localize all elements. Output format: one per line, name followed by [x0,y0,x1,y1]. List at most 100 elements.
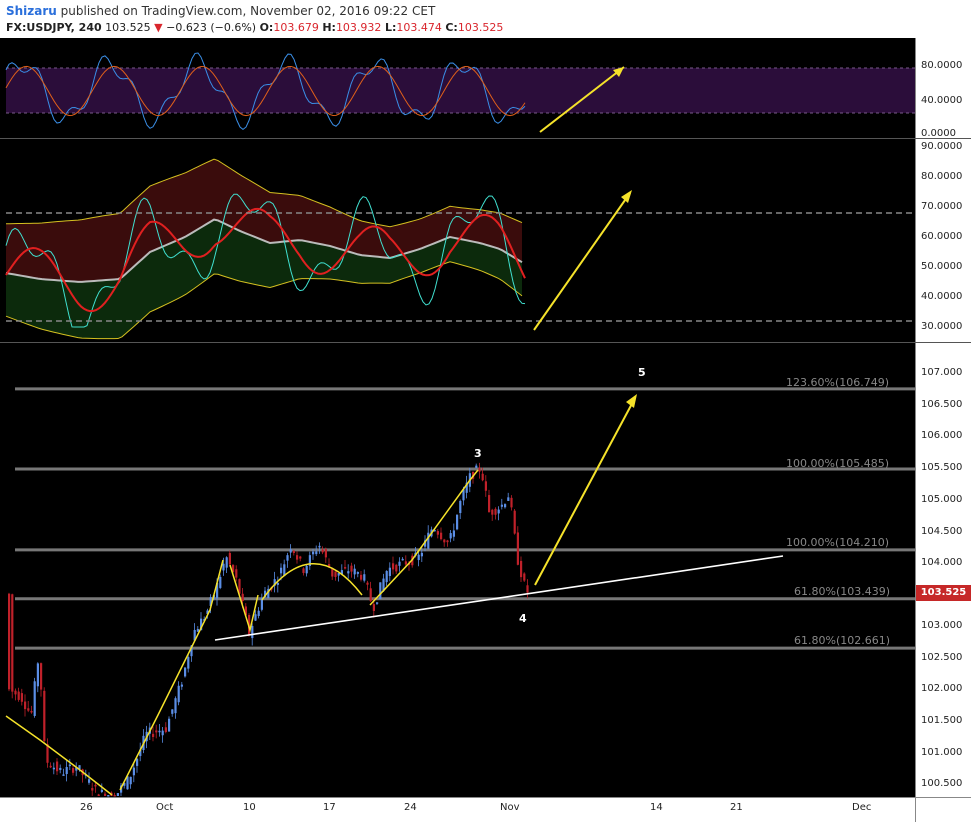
candle-body [526,585,529,593]
candle-body [129,776,132,785]
candle-body [420,552,423,557]
candle-body [465,482,468,493]
axis-tick: 102.000 [921,683,963,694]
osc-price-axis[interactable]: 90.0000 80.0000 70.0000 60.0000 50.0000 … [915,139,971,342]
candle-body [257,610,260,616]
candle-body [516,532,519,565]
fib-label-100-upper: 100.00%(105.485) [786,457,890,470]
candle-body [187,657,190,669]
candle-body [251,625,254,639]
candle-body [168,718,171,732]
candle-body [209,597,212,606]
pane-divider[interactable] [0,138,971,139]
candle-body [126,776,129,790]
osc-slow-line [5,207,526,313]
time-tick: 24 [404,802,417,813]
candle-body [36,663,39,687]
axis-corner [915,797,971,822]
candle-body [356,572,359,574]
time-tick: Dec [852,802,872,813]
candle-body [433,529,436,532]
candle-body [20,693,23,702]
time-tick: 26 [80,802,93,813]
rsi-projection-arrow [539,66,625,133]
chart-canvas[interactable] [0,0,915,797]
candle-body [417,554,420,561]
candle-body [200,618,203,631]
candle-body [46,744,49,763]
candle-body [507,497,510,501]
axis-tick: 70.0000 [921,201,963,212]
candle-body [43,690,46,741]
candle-body [14,690,17,695]
price-pane[interactable] [0,343,915,797]
candle-body [494,508,497,515]
candle-body [24,701,27,710]
oscillator-bands [5,158,526,340]
fibonacci-levels[interactable] [15,387,915,650]
axis-tick: 30.0000 [921,321,963,332]
author-link[interactable]: Shizaru [6,4,57,18]
candle-body [481,473,484,481]
rsi-price-axis[interactable]: 80.0000 40.0000 0.0000 [915,38,971,139]
osc-middle-line [5,218,523,283]
candle-body [139,749,142,757]
candle-body [520,560,523,578]
time-axis[interactable]: 26 Oct 10 17 24 Nov 14 21 Dec [0,797,915,822]
osc-projection-arrow [533,192,631,331]
candle-body [302,568,305,573]
axis-tick: 80.0000 [921,60,963,71]
axis-tick: 40.0000 [921,291,963,302]
candle-body [104,793,107,796]
axis-tick: 80.0000 [921,171,963,182]
price-axis[interactable]: 107.000 106.500 106.000 105.500 105.000 … [915,343,971,797]
candle-body [344,567,347,569]
candle-body [382,578,385,592]
candle-body [334,571,337,577]
axis-tick: 40.0000 [921,95,963,106]
candle-body [353,568,356,575]
candle-body [315,551,318,555]
time-tick: Oct [156,802,174,813]
candle-body [222,563,225,571]
candle-body [68,764,71,767]
candle-body [289,549,292,553]
candle-body [500,504,503,507]
candle-body [462,489,465,501]
candle-body [241,593,244,602]
rsi-line [5,52,526,131]
candle-body [491,509,494,515]
candle-body [273,579,276,586]
candle-body [59,767,62,770]
chart-header: Shizaru published on TradingView.com, No… [0,0,971,38]
candle-body [366,582,369,585]
candle-body [318,545,321,548]
pane-divider[interactable] [0,342,971,343]
time-tick: 14 [650,802,663,813]
candle-body [296,555,299,560]
fib-label-618-upper: 61.80%(103.439) [794,585,891,598]
candle-body [443,539,446,543]
candle-body [177,685,180,703]
candle-body [161,730,164,736]
arrow-head-icon [613,67,624,77]
candle-body [459,500,462,514]
candle-body [30,710,33,713]
close-label: C: [445,21,458,34]
current-price-badge: 103.525 [916,585,971,601]
axis-tick: 90.0000 [921,141,963,152]
candle-body [488,495,491,513]
axis-tick: 101.500 [921,715,963,726]
candle-body [184,667,187,677]
rsi-signal-line [5,65,526,117]
symbol-label[interactable]: FX:USDJPY, 240 [6,21,102,34]
candle-body [33,681,36,716]
trendline[interactable] [214,555,784,641]
price-projection-arrow [534,397,636,586]
candle-body [27,708,30,711]
fib-label-100-lower: 100.00%(104.210) [786,536,890,549]
down-arrow-icon: ▼ [154,21,163,34]
axis-tick: 0.0000 [921,128,956,139]
change-value: −0.623 (−0.6%) [166,21,257,34]
candle-body [475,465,478,468]
